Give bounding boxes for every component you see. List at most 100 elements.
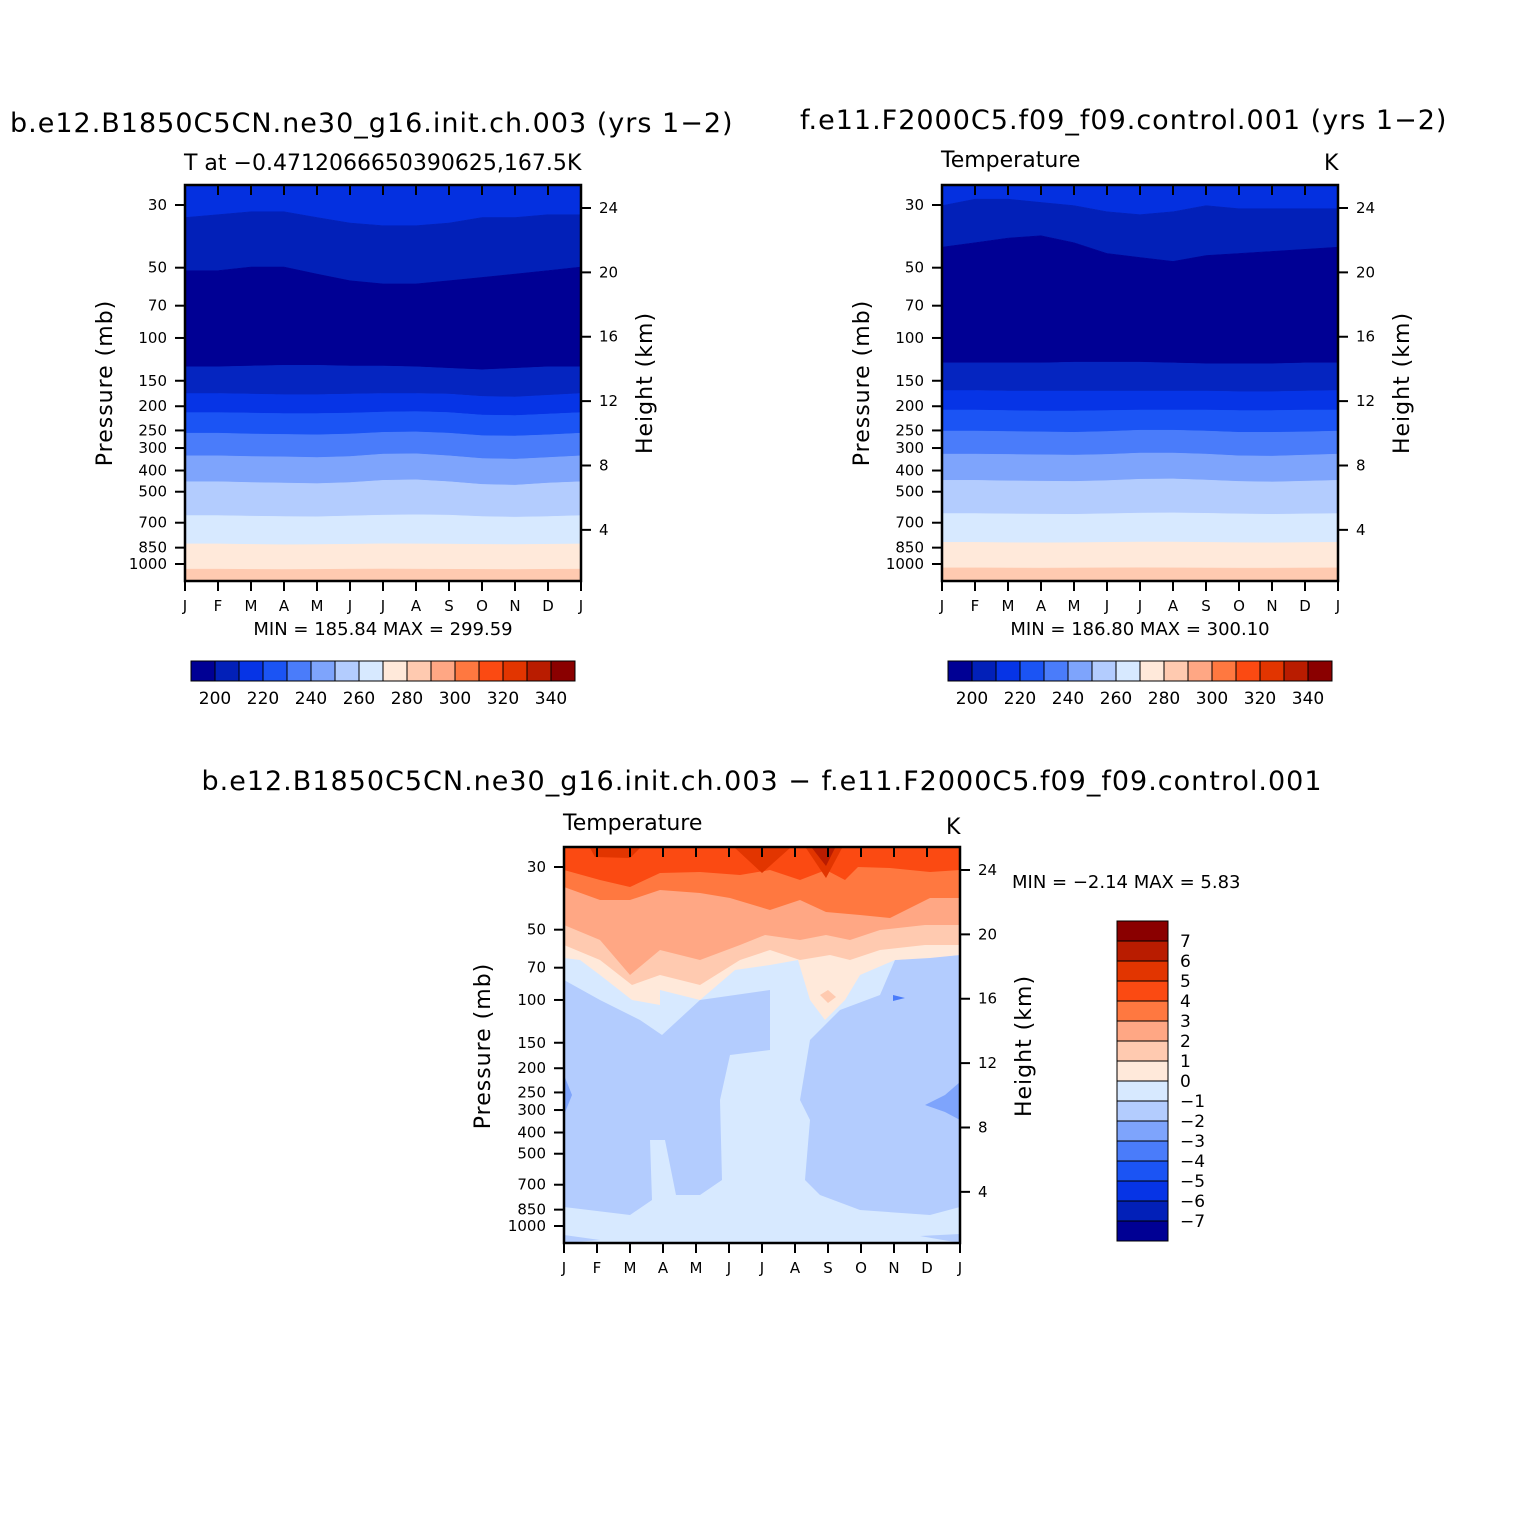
- colorbar-box: [406, 660, 432, 682]
- y-tick-label-left: 70: [527, 959, 546, 977]
- colorbar-label: −4: [1180, 1152, 1205, 1172]
- contour-band: [941, 567, 1339, 582]
- colorbar-box: [995, 660, 1021, 682]
- panel1-ylabel: Pressure (mb): [93, 300, 118, 467]
- colorbar-label: 300: [439, 689, 471, 709]
- y-tick-label-right: 8: [1356, 456, 1366, 474]
- y-tick-label-left: 100: [138, 329, 167, 347]
- diff-band-1-to-2-spot: [820, 990, 836, 1003]
- x-tick-label: A: [1168, 597, 1179, 615]
- colorbar-box: [430, 660, 456, 682]
- panel3-ylabel-right: Height (km): [1012, 975, 1037, 1117]
- panel3-contour-fill: [564, 847, 960, 1243]
- y-tick-label-right: 16: [599, 328, 618, 346]
- colorbar-label: 280: [391, 689, 423, 709]
- colorbar-label: −3: [1180, 1132, 1205, 1152]
- y-tick-label-left: 250: [138, 421, 167, 439]
- x-tick-label: M: [1002, 597, 1015, 615]
- colorbar-label: 4: [1180, 992, 1191, 1012]
- contour-band: [184, 514, 582, 545]
- panel2-colorbar: 200 220 240 260 280 300 320 340: [947, 660, 1333, 709]
- colorbar-box: [1187, 660, 1213, 682]
- y-tick-label-left: 150: [138, 372, 167, 390]
- diff-band-5-to-6-left: [590, 848, 640, 858]
- colorbar-box: [190, 660, 216, 682]
- y-tick-label-left: 30: [905, 196, 924, 214]
- contour-band: [941, 512, 1339, 544]
- colorbar-box: [1116, 1220, 1169, 1242]
- x-tick-label: F: [214, 597, 223, 615]
- colorbar-label: 280: [1148, 689, 1180, 709]
- panel2-title: f.e11.F2000C5.f09_f09.control.001 (yrs 1…: [800, 105, 1447, 136]
- y-tick-label-left: 250: [895, 421, 924, 439]
- panel1-ylabel-right: Height (km): [633, 312, 658, 454]
- panel1-title: b.e12.B1850C5CN.ne30_g16.init.ch.003 (yr…: [10, 108, 734, 139]
- panel1-minmax: MIN = 185.84 MAX = 299.59: [253, 619, 512, 640]
- colorbar-label: 320: [487, 689, 519, 709]
- colorbar-box: [550, 660, 576, 682]
- contour-band: [184, 479, 582, 518]
- colorbar-box: [478, 660, 504, 682]
- x-tick-label: N: [509, 597, 520, 615]
- colorbar-box: [1116, 960, 1169, 982]
- y-tick-label-left: 700: [895, 514, 924, 532]
- colorbar-label: 5: [1180, 972, 1191, 992]
- panel3-title: b.e12.B1850C5CN.ne30_g16.init.ch.003 − f…: [201, 766, 1322, 797]
- x-tick-label: D: [921, 1259, 933, 1277]
- colorbar-label: 340: [1292, 689, 1324, 709]
- diff-band-minus1-to-minus2-east: [800, 955, 960, 1215]
- diff-band-6-to-7: [812, 848, 835, 866]
- colorbar-box: [1116, 1140, 1169, 1162]
- y-tick-label-right: 4: [1356, 521, 1366, 539]
- colorbar-box: [1139, 660, 1165, 682]
- x-tick-label: N: [888, 1259, 899, 1277]
- y-tick-label-right: 20: [1356, 263, 1375, 281]
- x-tick-label: M: [624, 1259, 637, 1277]
- y-tick-label-left: 50: [527, 921, 546, 939]
- y-tick-label-right: 4: [978, 1183, 988, 1201]
- colorbar-box: [1116, 980, 1169, 1002]
- x-tick-label: F: [593, 1259, 602, 1277]
- panel-difference-temperature: b.e12.B1850C5CN.ne30_g16.init.ch.003 − f…: [201, 766, 1322, 1277]
- colorbar-box: [1116, 1160, 1169, 1182]
- x-tick-label: J: [1335, 597, 1340, 615]
- colorbar-box: [1116, 1180, 1169, 1202]
- colorbar-box: [1283, 660, 1309, 682]
- colorbar-box: [1211, 660, 1237, 682]
- x-tick-label: J: [578, 597, 583, 615]
- x-tick-label: S: [444, 597, 454, 615]
- colorbar-label: 1: [1180, 1052, 1191, 1072]
- diff-band-surface-left: [564, 1235, 600, 1243]
- y-tick-label-left: 50: [905, 259, 924, 277]
- x-tick-label: F: [971, 597, 980, 615]
- x-tick-label: O: [1233, 597, 1245, 615]
- x-tick-label: M: [245, 597, 258, 615]
- colorbar-box: [238, 660, 264, 682]
- x-tick-label: D: [542, 597, 554, 615]
- y-tick-label-left: 200: [895, 397, 924, 415]
- y-tick-label-right: 16: [1356, 328, 1375, 346]
- y-tick-label-right: 20: [599, 263, 618, 281]
- x-tick-label: J: [561, 1259, 566, 1277]
- y-tick-label-left: 500: [517, 1145, 546, 1163]
- colorbar-box: [1116, 940, 1169, 962]
- contour-band: [184, 364, 582, 398]
- colorbar-label: −7: [1180, 1212, 1205, 1232]
- panel3-units: K: [946, 815, 961, 840]
- panel-model-f-temperature: f.e11.F2000C5.f09_f09.control.001 (yrs 1…: [800, 105, 1447, 709]
- x-tick-label: J: [182, 597, 187, 615]
- y-tick-label-left: 400: [895, 462, 924, 480]
- colorbar-box: [1091, 660, 1117, 682]
- x-tick-label: N: [1266, 597, 1277, 615]
- panel2-ylabel-right: Height (km): [1390, 312, 1415, 454]
- colorbar-label: 300: [1196, 689, 1228, 709]
- colorbar-box: [1259, 660, 1285, 682]
- x-tick-label: S: [1201, 597, 1211, 615]
- colorbar-box: [1116, 1200, 1169, 1222]
- x-tick-label: J: [1104, 597, 1109, 615]
- x-tick-label: J: [939, 597, 944, 615]
- y-tick-label-right: 24: [978, 861, 997, 879]
- x-tick-label: J: [759, 1259, 764, 1277]
